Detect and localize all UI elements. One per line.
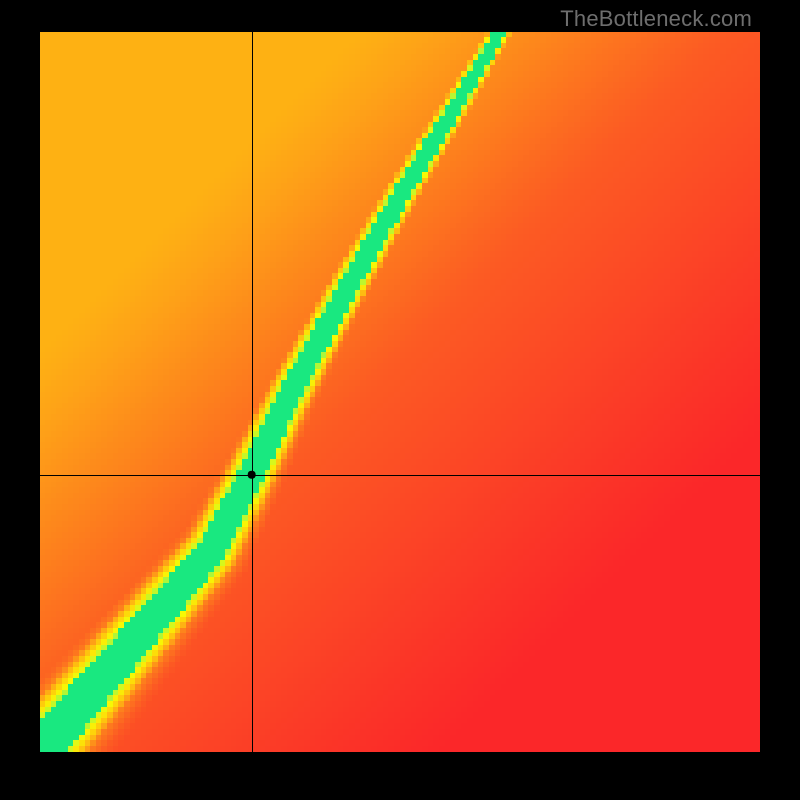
watermark-text: TheBottleneck.com (560, 6, 752, 32)
bottleneck-heatmap (40, 32, 760, 752)
heatmap-canvas (40, 32, 760, 752)
